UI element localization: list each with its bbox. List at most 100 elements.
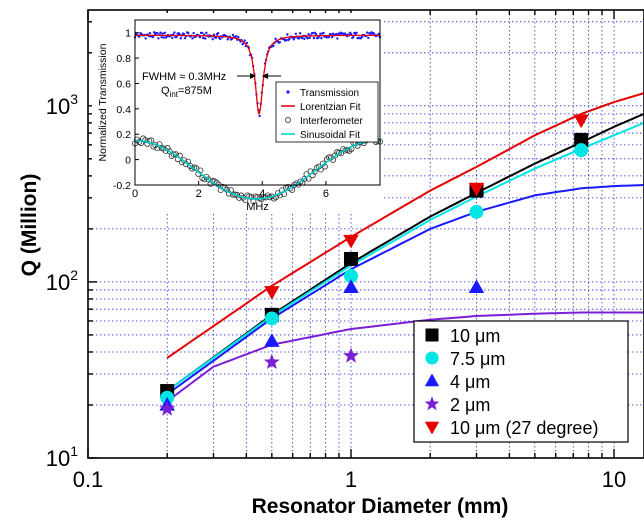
- inset-data-point: [231, 33, 235, 37]
- inset-data-point: [245, 41, 249, 45]
- inset-data-point: [278, 41, 282, 44]
- y-tick-label: 102: [46, 267, 78, 295]
- inset-legend-box: [275, 81, 379, 143]
- data-point: [574, 143, 589, 158]
- inset-x-tick-label: 0: [132, 188, 138, 200]
- inset-legend-label: Interferometer: [300, 116, 363, 127]
- inset-legend-label: Lorentzian Fit: [300, 102, 361, 113]
- inset-data-point: [301, 36, 304, 40]
- inset-data-point: [350, 32, 353, 36]
- inset-data-point: [312, 36, 316, 40]
- inset-legend-marker: [284, 117, 291, 124]
- inset-data-point: [306, 37, 309, 40]
- fit-curve: [166, 92, 644, 359]
- inset-data-point: [336, 37, 339, 40]
- inset-data-point: [144, 37, 147, 40]
- data-point: [264, 333, 280, 347]
- fwhm-annotation: FWHM ≈ 0.3MHz: [142, 71, 226, 83]
- inset-data-point: [160, 35, 163, 39]
- inset-data-point: [205, 31, 208, 34]
- inset-data-point: [331, 32, 335, 35]
- inset-data-point: [286, 33, 289, 36]
- inset-data-point: [322, 31, 325, 35]
- data-point: [344, 269, 359, 284]
- inset-data-point: [216, 32, 220, 35]
- inset-data-point: [234, 35, 238, 38]
- inset-data-point: [230, 37, 234, 41]
- inset-data-point: [200, 31, 204, 35]
- inset-data-point: [151, 35, 155, 39]
- inset-y-tick-label: 1: [125, 28, 131, 40]
- main-legend: 10 μm 7.5 μm 4 μm 2 μm 10 μm (27 degree): [413, 320, 629, 443]
- inset-data-point: [352, 35, 355, 39]
- inset-data-point: [335, 32, 338, 36]
- inset-data-point: [366, 31, 369, 34]
- inset-frame: [134, 19, 381, 186]
- inset-legend-marker: [286, 90, 290, 94]
- plot-frame: [87, 9, 644, 459]
- legend-marker: [425, 328, 439, 342]
- inset-data-point: [211, 37, 214, 41]
- inset-x-tick-label: 4: [259, 188, 265, 200]
- inset-data-point: [212, 33, 216, 36]
- q-int-annotation: Qint=875M: [161, 85, 212, 99]
- q-int-value: =875M: [178, 85, 212, 97]
- y-tick-label-base: 10: [46, 446, 70, 471]
- data-point: [343, 234, 359, 249]
- main-frame: [87, 9, 644, 459]
- x-axis-label: Resonator Diameter (mm): [252, 495, 509, 518]
- inset-data-point: [201, 36, 205, 40]
- data-point: [343, 347, 359, 363]
- legend-label: 4 μm: [450, 372, 490, 392]
- y-tick-label-base: 10: [46, 94, 70, 119]
- y-tick-label: 101: [46, 443, 78, 471]
- inset-data-point: [138, 35, 141, 38]
- inset-data-point: [285, 38, 288, 42]
- inset-data-point: [274, 37, 277, 41]
- data-point: [159, 400, 176, 416]
- inset-data-point: [159, 31, 162, 34]
- data-point: [469, 204, 484, 219]
- data-point: [344, 251, 359, 266]
- inset-data-point: [198, 35, 202, 39]
- x-tick-label: 0.1: [73, 467, 104, 492]
- inset-data-point: [163, 31, 167, 35]
- x-tick-label: 1: [345, 467, 357, 492]
- inset-data-point: [226, 38, 229, 41]
- legend-label: 7.5 μm: [450, 349, 505, 369]
- inset-y-tick-label: 0: [125, 155, 131, 167]
- inset-data-point: [183, 36, 187, 40]
- inset-y-tick-label: 0.4: [116, 104, 131, 116]
- inset-data-point: [175, 35, 178, 39]
- fwhm-arrowhead-right: [262, 73, 269, 79]
- x-tick-label: 10: [602, 467, 626, 492]
- inset-data-point: [171, 36, 174, 40]
- y-tick-label: 103: [46, 91, 78, 119]
- data-point: [263, 353, 280, 369]
- inset-data-point: [319, 32, 322, 35]
- inset-data-point: [297, 37, 301, 40]
- inset-y-tick-label: -0.2: [113, 180, 131, 192]
- inset-data-point: [204, 37, 207, 40]
- inset-data-point: [327, 35, 331, 39]
- inset-data-point: [320, 36, 323, 40]
- inset-y-tick-label: 0.8: [116, 53, 131, 65]
- data-point: [343, 279, 359, 294]
- y-tick-label-exponent: 3: [70, 91, 78, 107]
- inset-data-point: [294, 32, 298, 36]
- inset-x-tick-label: 6: [323, 188, 329, 200]
- data-point: [573, 114, 589, 129]
- y-tick-label-exponent: 1: [70, 443, 78, 459]
- legend-label: 2 μm: [450, 395, 490, 415]
- inset-data-point: [179, 36, 183, 40]
- inset-data-point: [243, 39, 246, 42]
- legend-marker: [425, 351, 439, 365]
- inset-data-point: [311, 31, 315, 35]
- inset-data-point: [332, 152, 339, 159]
- inset-data-point: [162, 36, 165, 39]
- inset-data-point: [303, 37, 306, 41]
- inset-data-point: [192, 31, 195, 35]
- inset-data-point: [170, 151, 177, 158]
